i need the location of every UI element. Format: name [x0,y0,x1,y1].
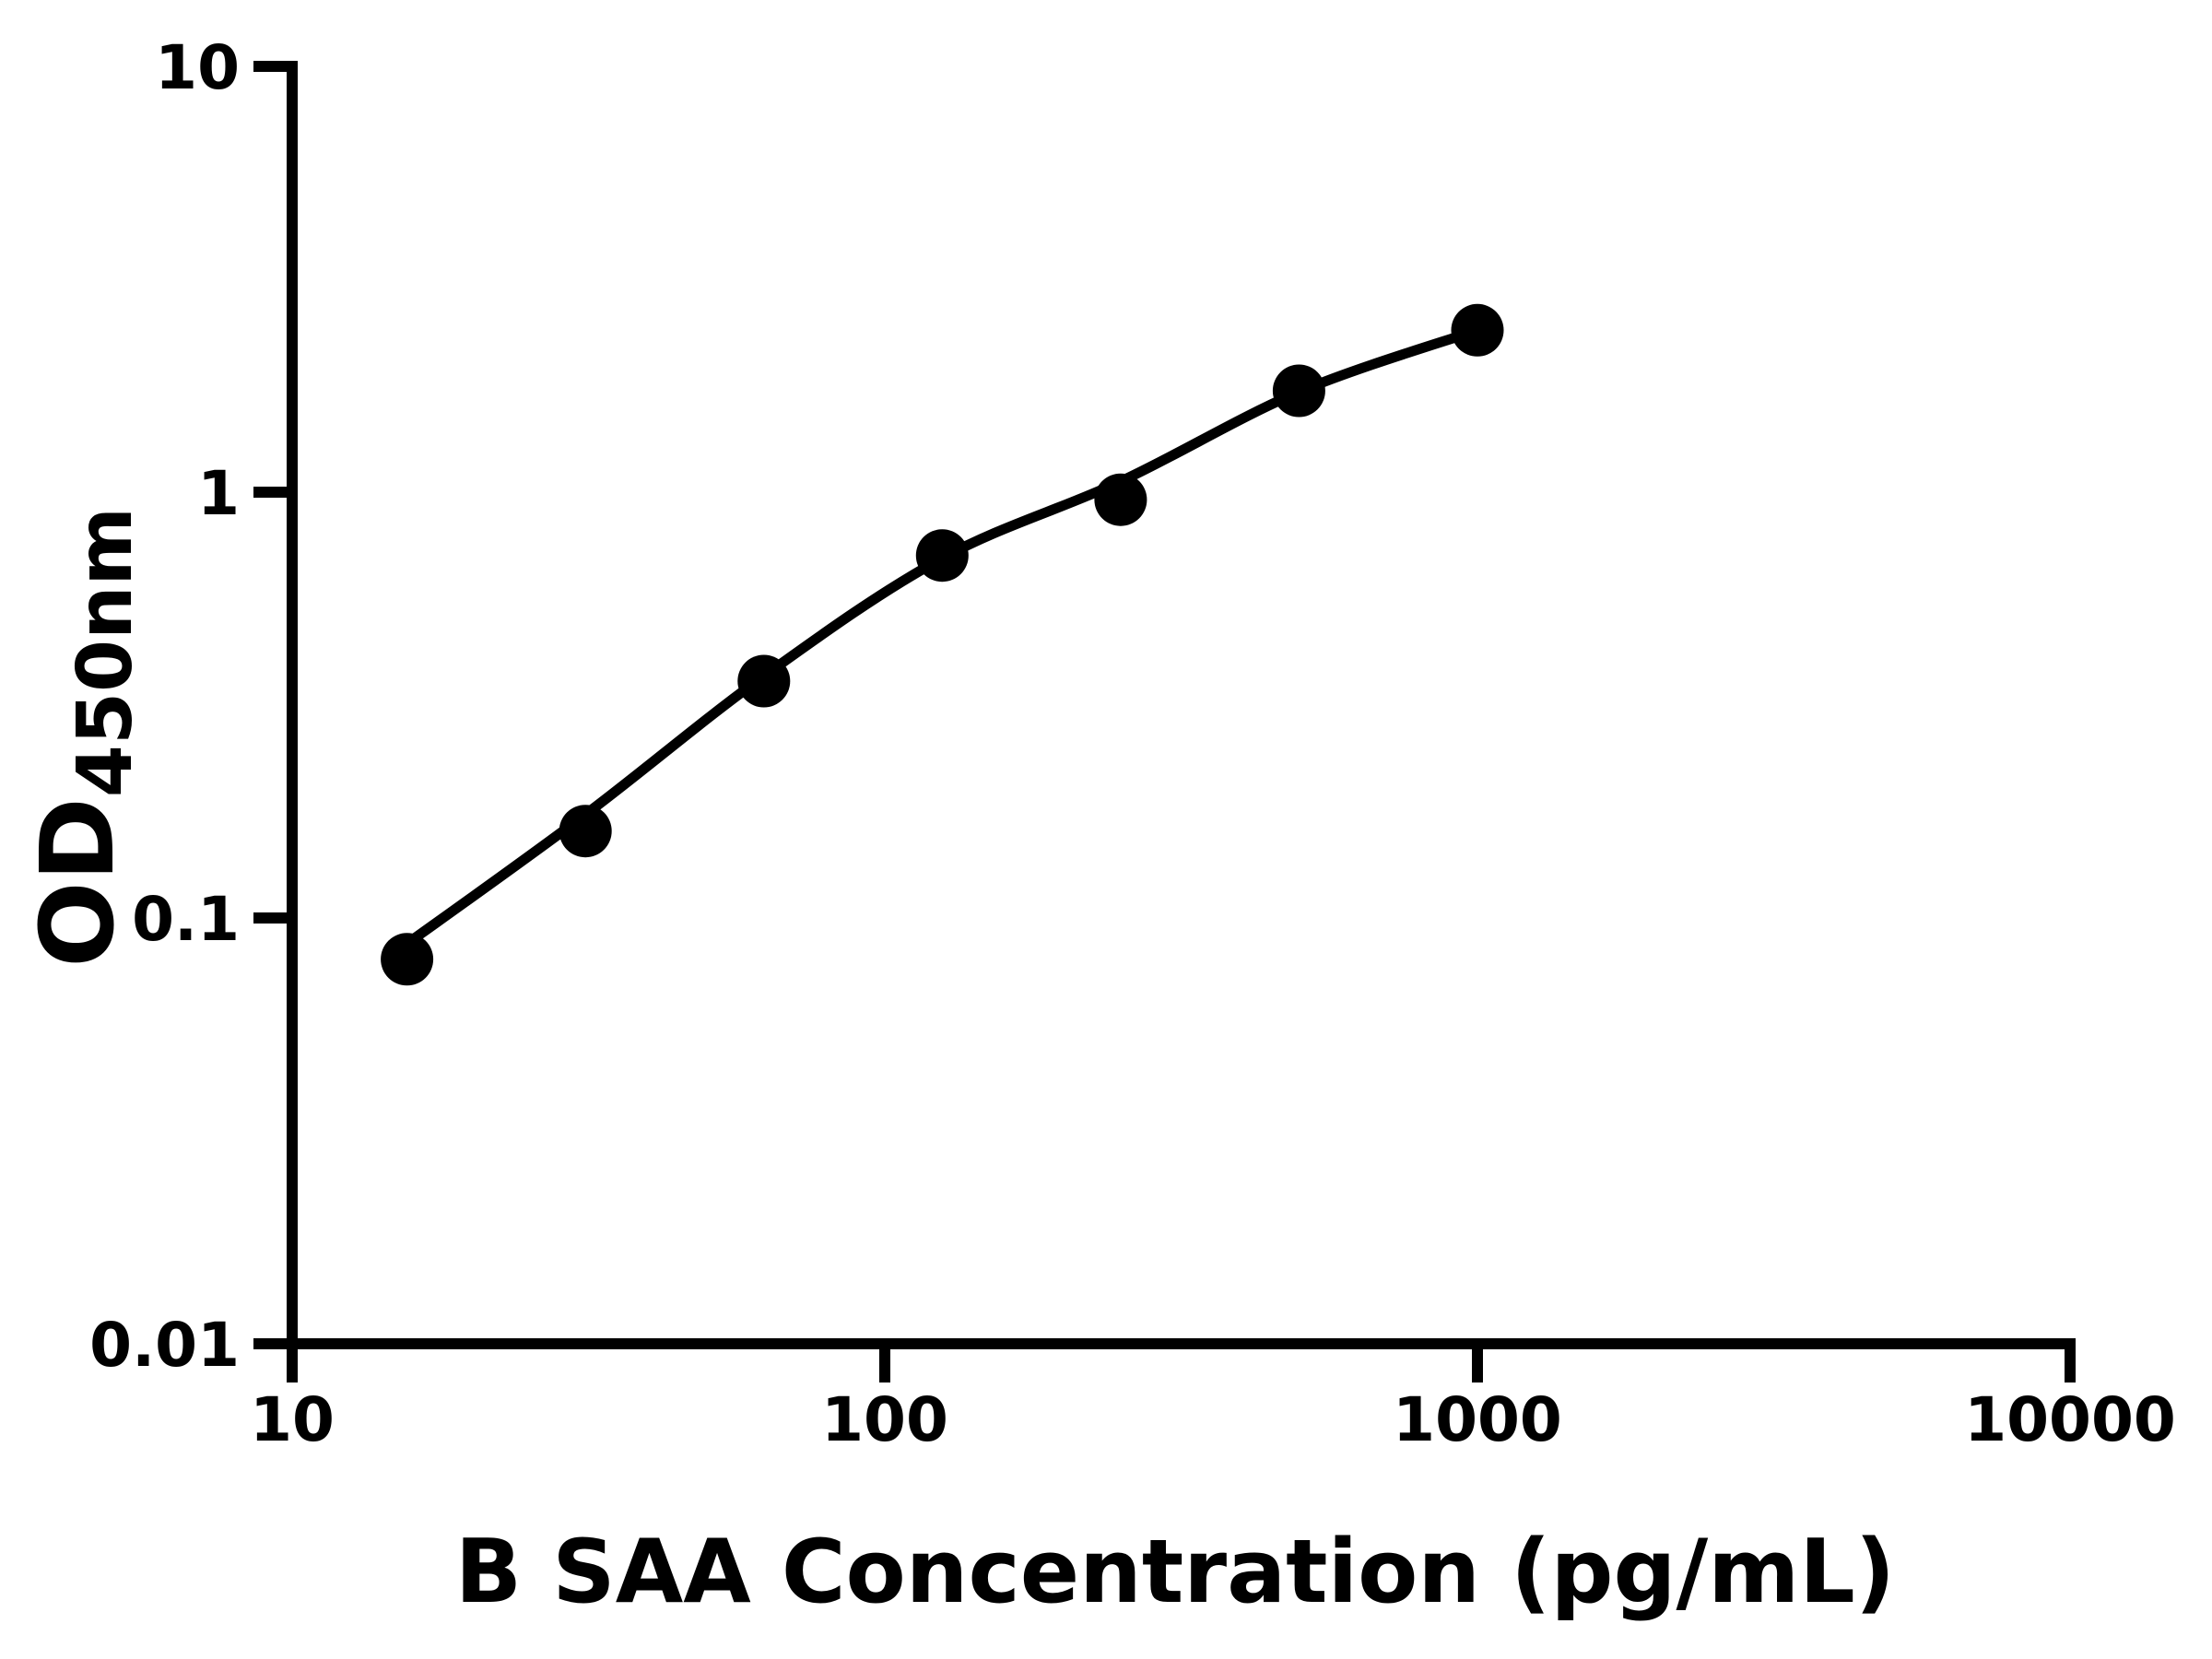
x-tick-label-10: 10 [250,1384,335,1455]
x-tick-label-1000: 1000 [1393,1384,1562,1455]
data-point-250 [1094,473,1147,526]
fit-curve [404,325,1479,948]
x-tick-label-100: 100 [821,1384,948,1455]
y-tick-label-10: 10 [155,32,240,103]
y-tick-label-1: 1 [197,458,240,529]
data-point-1000 [1451,303,1504,357]
data-point-15.625 [381,933,434,986]
y-tick-label-0.01: 0.01 [89,1310,240,1381]
y-axis-title-main: OD [18,797,136,968]
y-tick-label-0.1: 0.1 [132,884,240,955]
x-tick-label-10000: 10000 [1964,1384,2176,1455]
data-point-31.25 [559,805,612,858]
data-point-62.5 [737,654,791,708]
y-axis-title: OD450nm [18,507,149,968]
x-axis-title: B SAA Concentration (pg/mL) [455,1522,1895,1623]
y-axis-title-sub: 450nm [62,507,149,797]
data-point-125 [915,529,969,582]
data-point-500 [1272,364,1325,418]
